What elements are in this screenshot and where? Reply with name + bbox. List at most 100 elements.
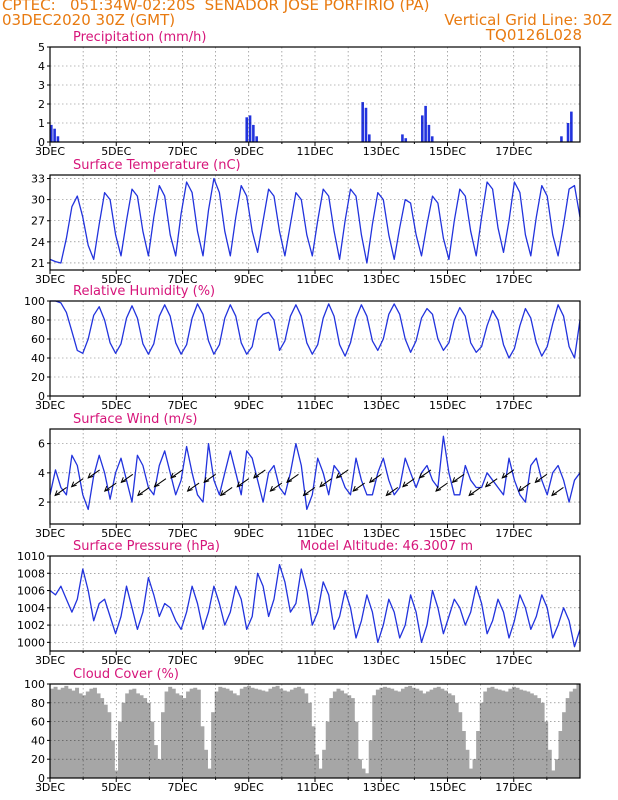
- wind-arrow-30: [551, 487, 564, 496]
- wind-arrow-11: [236, 478, 250, 488]
- cloud-bar-90: [372, 695, 377, 778]
- precip-bar-14: [427, 124, 431, 142]
- precip-xlabel-1: 5DEC: [101, 145, 131, 158]
- cloud-bar-31: [161, 712, 165, 778]
- cloud-bar-101: [411, 687, 416, 778]
- cloud-bar-80: [336, 688, 341, 778]
- cloud-bar-62: [272, 686, 277, 778]
- cloud-bar-112: [451, 695, 456, 778]
- precip-ylabel-2: 2: [38, 98, 45, 111]
- cloud-bar-83: [347, 695, 352, 778]
- wind-arrowhead-15: [302, 490, 309, 497]
- precip-xlabel-6: 15DEC: [429, 145, 466, 158]
- humidity-xlabel-3: 9DEC: [234, 399, 264, 412]
- temp-xlabel-6: 15DEC: [429, 273, 466, 286]
- cloud-bar-81: [340, 690, 345, 778]
- cloud-bar-0: [50, 688, 54, 778]
- precip-bar-17: [566, 123, 570, 142]
- cloud-bar-120: [479, 702, 484, 778]
- temp-series-line: [49, 177, 581, 264]
- cloud-bar-114: [458, 712, 463, 778]
- cloud-bar-111: [447, 693, 452, 778]
- cloud-bar-128: [508, 688, 513, 778]
- cloud-bar-102: [415, 688, 420, 778]
- cloud-bar-87: [361, 768, 366, 778]
- precip-xlabel-3: 9DEC: [234, 145, 264, 158]
- cloud-bar-85: [354, 721, 359, 778]
- wind-arrow-8: [187, 482, 200, 492]
- cloud-bar-65: [282, 690, 287, 778]
- wind-arrowhead-0: [54, 490, 61, 497]
- precip-plot-area: [50, 47, 580, 142]
- wind-arrow-5: [137, 487, 150, 496]
- temp-xlabel-5: 13DEC: [363, 273, 400, 286]
- cloud-xlabel-6: 15DEC: [429, 781, 466, 794]
- humidity-series-line: [50, 300, 581, 359]
- cloud-bar-142: [558, 731, 563, 778]
- wind-arrow-19: [369, 473, 382, 483]
- wind-arrowhead-19: [368, 477, 375, 484]
- precip-ylabel-3: 3: [38, 79, 45, 92]
- header-grid-info: Vertical Grid Line: 30Z: [444, 11, 612, 29]
- wind-arrow-27: [501, 469, 515, 479]
- precip-bar-4: [248, 115, 252, 142]
- temp-ylabel-0: 21: [31, 257, 45, 270]
- cloud-bar-136: [537, 698, 542, 778]
- wind-arrowhead-6: [153, 481, 160, 488]
- cloud-bar-105: [426, 691, 430, 778]
- humidity-xlabel-4: 11DEC: [296, 399, 333, 412]
- cloud-bar-143: [562, 712, 567, 778]
- cloud-bar-18: [114, 770, 119, 778]
- temp-title: Surface Temperature (nC): [73, 158, 241, 173]
- pressure-xlabel-6: 15DEC: [429, 654, 466, 667]
- wind-arrowhead-10: [219, 490, 226, 497]
- wind-arrow-12: [253, 469, 266, 479]
- cloud-bar-27: [146, 702, 151, 778]
- cloud-bar-30: [157, 759, 162, 778]
- humidity-title: Relative Humidity (%): [73, 284, 215, 299]
- cloud-bar-97: [397, 691, 402, 778]
- cloud-bar-130: [515, 687, 520, 778]
- pressure-ylabel-3: 1006: [17, 585, 45, 598]
- wind-arrowhead-17: [335, 472, 342, 479]
- cloud-bar-53: [239, 688, 244, 778]
- pressure-xlabel-7: 17DEC: [495, 654, 532, 667]
- cloud-bar-20: [121, 702, 126, 778]
- temp-xlabel-1: 5DEC: [101, 273, 131, 286]
- cloud-bar-110: [443, 690, 448, 778]
- cloud-bar-50: [229, 690, 234, 778]
- cloud-bar-119: [476, 731, 481, 778]
- cloud-bar-116: [465, 749, 470, 778]
- precip-bar-1: [53, 128, 56, 142]
- wind-arrow-9: [203, 473, 216, 483]
- precip-xlabel-5: 13DEC: [363, 145, 400, 158]
- cloud-bar-113: [454, 702, 459, 778]
- wind-arrowhead-25: [468, 490, 475, 497]
- wind-arrow-28: [518, 482, 531, 492]
- cloud-bar-118: [472, 759, 477, 778]
- wind-arrow-25: [468, 487, 481, 496]
- cloud-bar-63: [275, 685, 280, 778]
- cloud-bar-82: [343, 693, 348, 778]
- wind-arrowhead-1: [70, 481, 77, 488]
- temp-xlabel-7: 17DEC: [495, 273, 532, 286]
- cloud-bar-126: [501, 690, 506, 778]
- precip-bar-10: [401, 134, 404, 142]
- cloud-bar-39: [189, 688, 194, 778]
- cloud-bar-6: [71, 690, 76, 778]
- wind-arrowhead-4: [120, 477, 127, 484]
- pressure-xlabel-4: 11DEC: [296, 654, 333, 667]
- cloud-xlabel-3: 9DEC: [234, 781, 264, 794]
- cloud-bar-49: [225, 688, 230, 778]
- cloud-bar-75: [318, 768, 323, 778]
- wind-arrowhead-30: [551, 490, 558, 497]
- temp-xlabel-3: 9DEC: [234, 273, 264, 286]
- precip-xlabel-0: 3DEC: [35, 145, 65, 158]
- pressure-ylabel-4: 1008: [17, 567, 45, 580]
- cloud-bar-12: [92, 687, 97, 778]
- pressure-xlabel-3: 9DEC: [234, 654, 264, 667]
- cloud-bar-95: [390, 688, 395, 778]
- cloud-bar-40: [193, 687, 198, 778]
- cloud-bar-138: [544, 721, 549, 778]
